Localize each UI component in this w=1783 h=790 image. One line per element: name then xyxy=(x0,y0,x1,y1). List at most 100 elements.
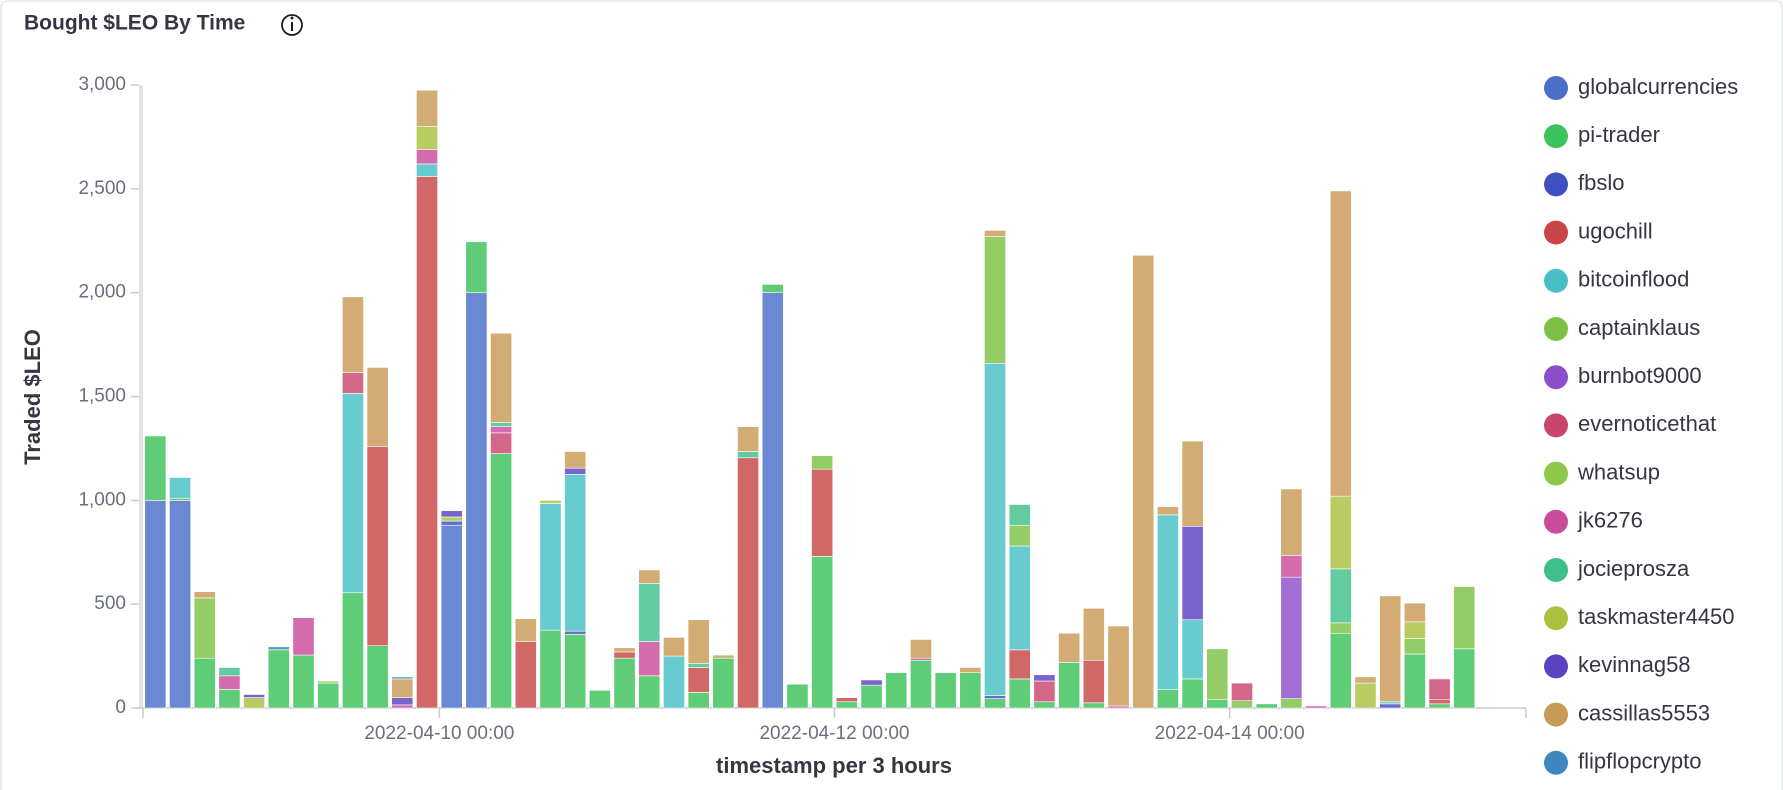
bar-segment xyxy=(416,176,438,709)
bar-segment xyxy=(984,695,1006,699)
bar-segment xyxy=(934,672,957,709)
bar-segment xyxy=(761,292,784,709)
legend-dot xyxy=(1544,461,1568,486)
legend-dot xyxy=(1544,509,1568,534)
bar-segment xyxy=(1231,682,1253,702)
bar-segment xyxy=(1181,440,1204,527)
bar-segment xyxy=(564,467,587,475)
bar-segment xyxy=(1403,621,1426,639)
legend-label: taskmaster4450 xyxy=(1578,604,1735,629)
bar-segment xyxy=(984,362,1006,696)
bar-segment xyxy=(1156,514,1179,690)
bar-segment xyxy=(1033,701,1056,709)
bar-segment xyxy=(539,503,562,631)
bar-segment xyxy=(391,678,414,698)
legend-dot xyxy=(1544,268,1568,293)
bar-segment xyxy=(1132,254,1155,709)
y-axis xyxy=(139,85,143,708)
bar-segment xyxy=(1206,699,1229,709)
bar-segment xyxy=(514,641,537,709)
bar-segment xyxy=(638,641,661,677)
bar-segment xyxy=(638,569,661,584)
bar-segment xyxy=(1453,586,1476,650)
bar-segment xyxy=(440,520,463,526)
bar-segment xyxy=(860,684,883,709)
bar-segment xyxy=(292,617,315,656)
bar-segment xyxy=(712,654,735,659)
bar-segment xyxy=(1058,632,1081,663)
bar-segment xyxy=(835,701,858,709)
info-icon[interactable] xyxy=(281,14,303,36)
bar-segment xyxy=(1329,632,1352,709)
bar-segment xyxy=(416,149,438,165)
bar-segment xyxy=(218,675,241,690)
bar-segment xyxy=(737,457,759,709)
bar-segment xyxy=(342,296,364,373)
bar-segment xyxy=(144,500,167,709)
bar-segment xyxy=(613,651,636,659)
bar-segment xyxy=(613,647,636,653)
bar-segment xyxy=(1379,701,1402,705)
bar-segment xyxy=(490,432,513,454)
bar-segment xyxy=(564,474,587,632)
legend-dot xyxy=(1544,558,1568,582)
bar-segment xyxy=(1428,703,1451,709)
bar-segment xyxy=(391,697,414,706)
x-tick-label: 2022-04-14 00:00 xyxy=(1155,723,1305,744)
bar-segment xyxy=(391,704,414,709)
legend-dot xyxy=(1544,220,1568,245)
legend-dot xyxy=(1544,413,1568,438)
bar-segment xyxy=(1082,702,1105,709)
bar-segment xyxy=(1082,659,1105,704)
bar-segment xyxy=(663,655,685,709)
legend-label: kevinnag58 xyxy=(1578,652,1691,677)
bar-segment xyxy=(490,332,513,423)
y-axis-title: Traded $LEO xyxy=(20,329,45,465)
bar-segment xyxy=(1231,700,1253,709)
bar-segment xyxy=(564,630,587,635)
y-tick-label: 0 xyxy=(115,697,126,718)
bar-segment xyxy=(1329,190,1352,497)
bar-segment xyxy=(687,667,710,693)
bar-segment xyxy=(885,672,908,709)
bar-segment xyxy=(984,698,1006,709)
bar-segment xyxy=(267,646,290,651)
y-tick-label: 3,000 xyxy=(78,74,126,95)
bar-segment xyxy=(811,468,834,557)
bar-segment xyxy=(366,367,389,447)
bar-segment xyxy=(1329,495,1352,570)
bar-segment xyxy=(959,672,982,709)
bar-segment xyxy=(1033,680,1056,703)
bar-segment xyxy=(144,435,167,501)
bar-segment xyxy=(440,510,463,518)
bar-segment xyxy=(193,657,216,709)
legend-label: captainklaus xyxy=(1578,315,1700,340)
bar-segment xyxy=(465,292,488,709)
y-tick-label: 2,000 xyxy=(78,282,126,303)
legend-label: pi-trader xyxy=(1578,122,1660,147)
bar-segment xyxy=(1058,662,1081,709)
bar-segment xyxy=(984,236,1006,364)
bar-segment xyxy=(860,679,883,686)
bar-segment xyxy=(564,451,587,469)
bar-segment xyxy=(465,241,488,293)
bar-segment xyxy=(1403,638,1426,655)
bar-segment xyxy=(1354,682,1377,709)
bar-segment xyxy=(1428,678,1451,700)
bar-segment xyxy=(1280,555,1303,578)
bar-segment xyxy=(1255,703,1278,709)
legend-dot xyxy=(1544,124,1568,149)
legend-label: bitcoinflood xyxy=(1578,267,1689,292)
bar-segment xyxy=(737,426,759,452)
bar-segment xyxy=(786,683,809,709)
bar-segment xyxy=(193,591,216,599)
bar-segment xyxy=(169,477,191,499)
legend-label: fbslo xyxy=(1578,170,1624,195)
bar-segment xyxy=(1403,653,1426,709)
y-tick-label: 1,500 xyxy=(78,386,126,407)
legend-label: whatsup xyxy=(1577,459,1660,484)
bar-segment xyxy=(218,689,241,709)
bar-segment xyxy=(1156,689,1179,709)
legend-dot xyxy=(1544,606,1568,631)
